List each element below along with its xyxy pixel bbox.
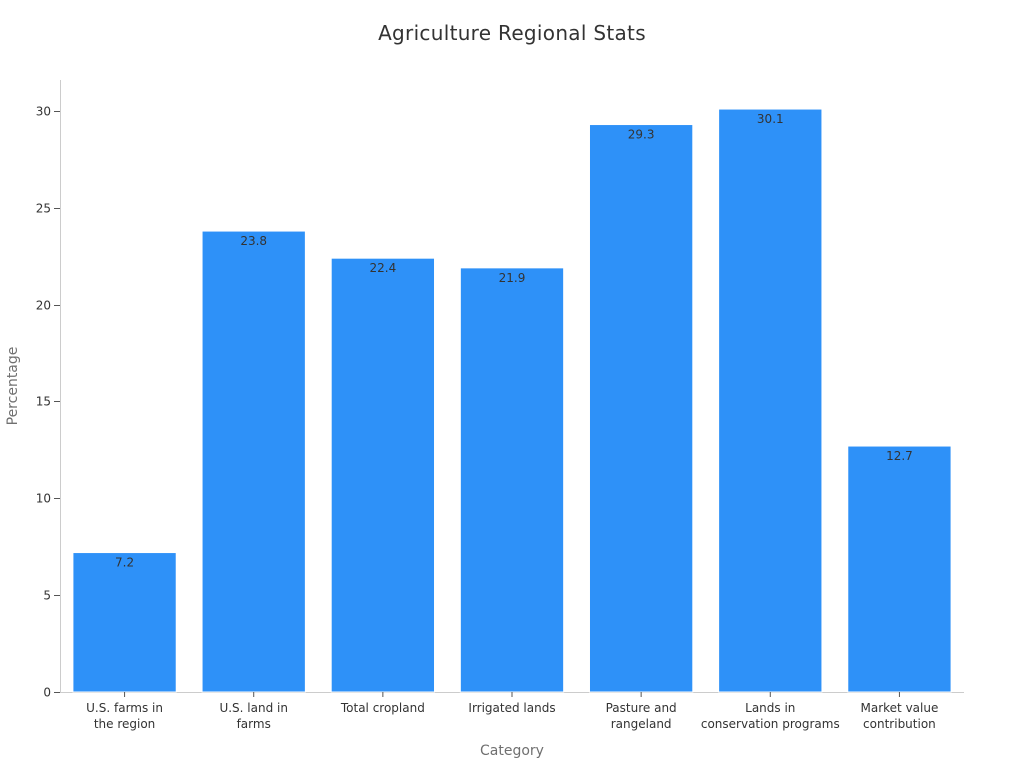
x-tick-label: Pasture and rangeland — [606, 701, 677, 731]
y-tick-label: 15 — [36, 395, 51, 409]
chart-title: Agriculture Regional Stats — [378, 21, 646, 45]
y-tick-label: 20 — [36, 299, 51, 313]
y-tick-label: 10 — [36, 492, 51, 506]
y-axis-ticks: 0 5 10 15 20 25 30 — [36, 105, 60, 700]
x-axis-title: Category — [480, 743, 544, 759]
y-axis-title: Percentage — [5, 347, 21, 426]
bar — [588, 124, 694, 693]
bar-value-label: 21.9 — [499, 271, 526, 285]
y-tick-label: 5 — [43, 589, 51, 603]
bar-value-label: 29.3 — [628, 128, 655, 142]
y-tick-label: 30 — [36, 105, 51, 119]
x-tick-label: Lands in conservation programs — [701, 701, 840, 731]
bar-value-label: 30.1 — [757, 112, 784, 126]
bar-value-label: 12.7 — [886, 449, 913, 463]
x-tick-label: U.S. farms in the region — [86, 701, 163, 731]
x-tick-label: Irrigated lands — [468, 701, 555, 715]
bar — [847, 445, 952, 693]
x-tick-label: Total cropland — [340, 701, 425, 715]
bar — [330, 257, 436, 693]
x-tick-label: Market value contribution — [861, 701, 939, 731]
bar-value-label: 7.2 — [115, 556, 134, 570]
data-labels: 7.2 23.8 22.4 21.9 29.3 30.1 12.7 — [115, 112, 913, 570]
x-axis-ticks: U.S. farms in the region U.S. land in farms… — [86, 692, 938, 731]
bar — [201, 230, 306, 693]
bar — [718, 108, 823, 693]
y-tick-label: 0 — [43, 686, 51, 700]
bar-value-label: 23.8 — [240, 234, 267, 248]
bar — [72, 552, 177, 693]
bar-value-label: 22.4 — [369, 261, 396, 275]
bars — [72, 108, 952, 693]
y-tick-label: 25 — [36, 202, 51, 216]
bar — [459, 267, 565, 693]
x-tick-label: U.S. land in farms — [219, 701, 288, 731]
